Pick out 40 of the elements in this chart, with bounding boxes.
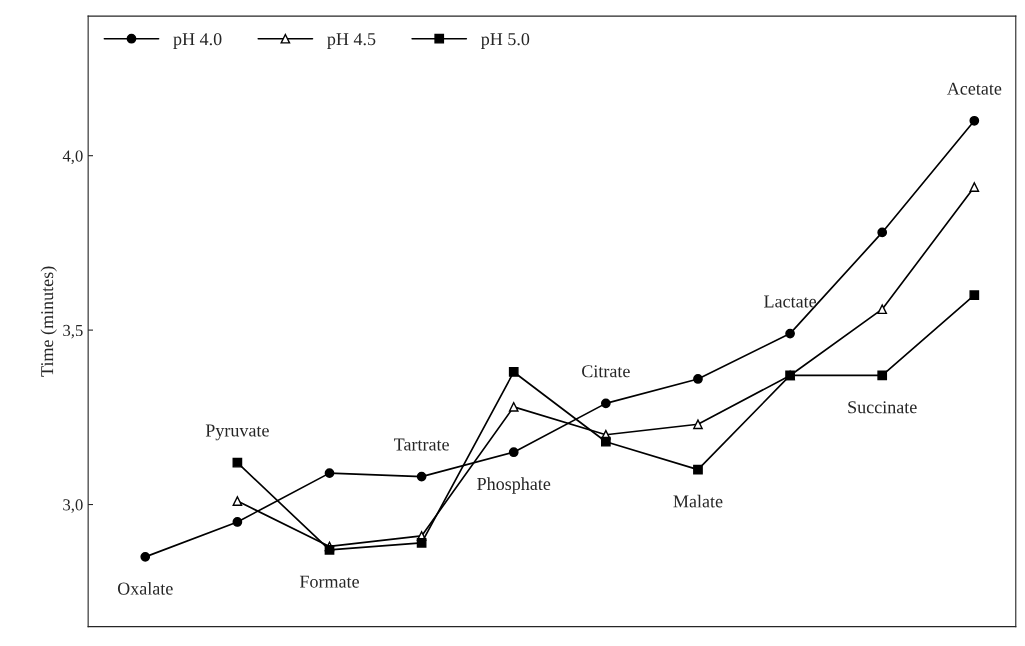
point <box>324 545 335 555</box>
annotation: Lactate <box>764 295 817 308</box>
point <box>693 374 703 384</box>
point <box>600 398 611 409</box>
point <box>508 401 519 412</box>
point <box>877 304 888 315</box>
y-tick-label: 3,0 <box>63 499 83 513</box>
point <box>232 457 243 468</box>
annotation: Malate <box>673 494 723 508</box>
point <box>232 517 243 527</box>
annotation: Formate <box>299 575 359 588</box>
point <box>140 551 151 562</box>
y-tick-label: 3,5 <box>63 324 83 339</box>
annotation: Tartrate <box>394 438 449 451</box>
point <box>232 496 243 506</box>
point <box>877 227 888 238</box>
point <box>969 290 980 301</box>
annotation: Pyruvate <box>205 424 269 441</box>
annotation: Citrate <box>582 365 630 378</box>
annotation: Succinate <box>848 401 917 414</box>
point <box>416 538 427 548</box>
point <box>877 370 888 381</box>
point <box>508 447 519 458</box>
point <box>969 182 980 192</box>
point <box>693 419 703 430</box>
point <box>416 471 427 482</box>
legend-label: pH 5.0 <box>481 33 530 49</box>
point <box>785 328 795 339</box>
point <box>693 464 703 475</box>
annotation: Phosphate <box>477 477 551 494</box>
point <box>508 367 519 377</box>
point <box>969 115 980 126</box>
y-axis-title: Time (minutes) <box>40 266 57 377</box>
point <box>600 436 611 447</box>
legend-label: pH 4.5 <box>327 33 376 49</box>
y-tick-label: 4,0 <box>62 150 83 165</box>
annotation: Oxalate <box>117 582 173 595</box>
point <box>324 468 335 478</box>
annotation: Acetate <box>946 82 1002 95</box>
legend-label: pH 4.0 <box>173 33 222 49</box>
